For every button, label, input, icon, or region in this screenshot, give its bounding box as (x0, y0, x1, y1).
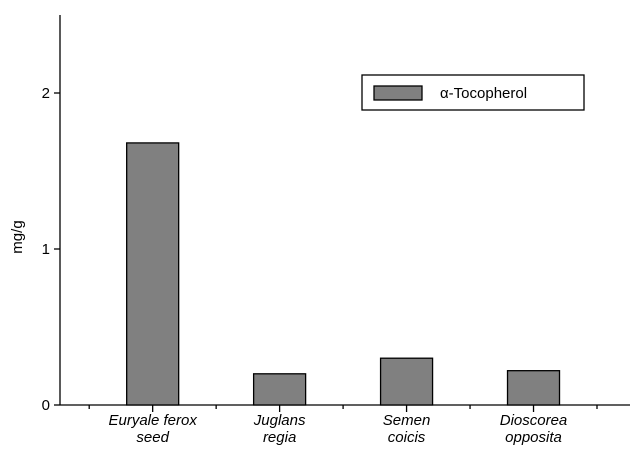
x-tick-label: Dioscorea opposita (500, 412, 568, 446)
x-tick-label: Semen coicis (383, 412, 431, 446)
y-axis-label: mg/g (9, 220, 26, 253)
bar (379, 357, 434, 406)
y-tick-label: 1 (42, 241, 50, 258)
legend-swatch (373, 85, 423, 101)
x-tick-label: Juglans regia (253, 412, 306, 446)
bar (506, 370, 561, 406)
x-tick-label: Euryale ferox seed (108, 412, 197, 446)
y-tick-label: 0 (42, 397, 50, 414)
bar (252, 373, 307, 406)
y-tick-label: 2 (42, 85, 50, 102)
legend-label: α-Tocopherol (440, 85, 527, 102)
bar (126, 142, 180, 406)
